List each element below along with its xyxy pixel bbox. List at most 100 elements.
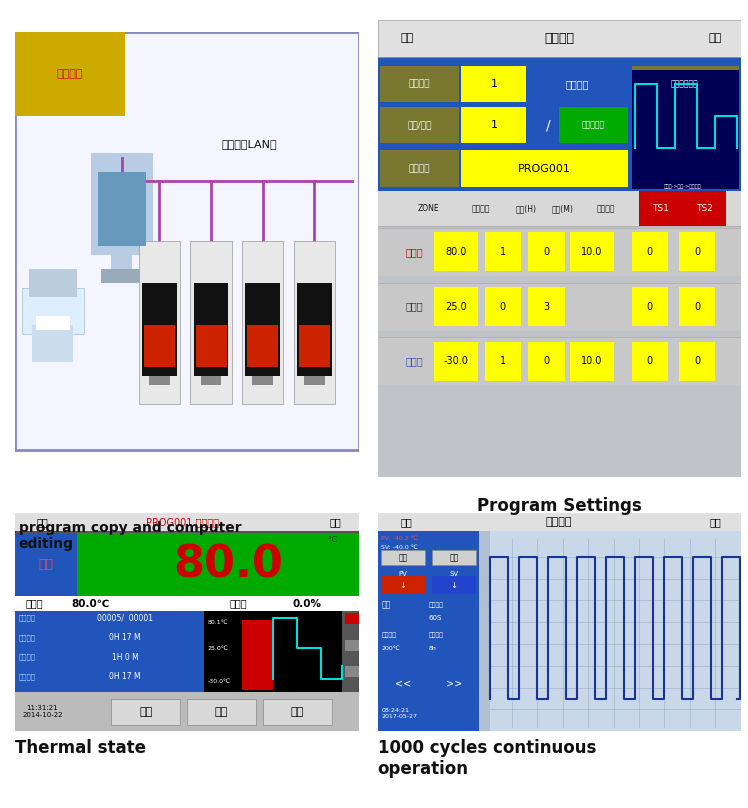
Text: 80.0: 80.0	[174, 544, 283, 587]
Bar	[299, 325, 330, 367]
Bar	[381, 550, 425, 566]
Bar	[15, 611, 204, 692]
Bar	[247, 325, 278, 367]
Text: 1000 cycles continuous
operation: 1000 cycles continuous operation	[378, 739, 596, 778]
Text: 曲线范围: 曲线范围	[381, 633, 396, 638]
Text: <<: <<	[395, 678, 411, 688]
Bar	[142, 284, 177, 377]
Bar	[378, 20, 741, 57]
Text: 运行时间: 运行时间	[19, 673, 35, 680]
Text: 程式模式选择: 程式模式选择	[670, 80, 698, 89]
Bar	[15, 596, 359, 611]
Bar	[485, 288, 521, 326]
Bar	[639, 191, 682, 225]
Text: 数据: 数据	[381, 600, 390, 609]
Bar	[378, 513, 741, 531]
Text: 200℃: 200℃	[381, 646, 400, 650]
Bar	[15, 32, 125, 116]
Bar	[15, 513, 359, 531]
Bar	[378, 338, 741, 385]
Bar	[631, 70, 739, 189]
Bar	[346, 613, 359, 625]
Text: 0: 0	[500, 301, 506, 312]
Bar	[191, 242, 232, 404]
Bar	[679, 342, 715, 381]
Bar	[559, 107, 628, 144]
Bar	[28, 269, 77, 297]
Text: 网络连接: 网络连接	[57, 69, 83, 79]
Text: 0: 0	[543, 247, 550, 257]
Bar	[346, 640, 359, 650]
Bar	[631, 66, 739, 103]
Bar	[682, 191, 726, 225]
Bar	[379, 66, 459, 103]
Bar	[15, 692, 359, 731]
Bar	[378, 57, 741, 194]
Bar	[381, 576, 425, 594]
Text: 80.0℃: 80.0℃	[72, 599, 110, 608]
Text: 切换: 切换	[709, 517, 721, 527]
Text: 高温室: 高温室	[405, 247, 423, 257]
Bar	[432, 550, 476, 566]
Text: 常温后停止: 常温后停止	[582, 120, 605, 130]
Bar	[432, 576, 476, 594]
Bar	[22, 288, 84, 335]
Text: 程式编号: 程式编号	[408, 80, 430, 89]
Text: SV: SV	[450, 571, 459, 577]
Bar	[111, 698, 180, 725]
Text: 1: 1	[491, 79, 497, 89]
Text: 显示: 显示	[38, 558, 53, 570]
Bar	[379, 107, 459, 144]
Bar	[434, 233, 477, 271]
Bar	[196, 325, 227, 367]
Text: 停止: 停止	[290, 707, 304, 717]
Text: 1: 1	[500, 247, 506, 257]
Text: PROG001: PROG001	[518, 163, 571, 174]
Text: 采样时间: 采样时间	[429, 602, 444, 608]
Bar	[32, 325, 73, 362]
Bar	[631, 233, 668, 271]
Bar	[378, 283, 741, 330]
Text: ℃: ℃	[327, 535, 336, 544]
Text: 循环周期: 循环周期	[19, 615, 35, 621]
Bar	[479, 531, 741, 731]
Text: 跳段: 跳段	[215, 707, 228, 717]
Text: 程式名称: 程式名称	[408, 164, 430, 173]
Text: Program Settings: Program Settings	[476, 497, 642, 515]
Text: 11:31:21
2014-10-22: 11:31:21 2014-10-22	[22, 705, 63, 718]
Bar	[679, 233, 715, 271]
Bar	[570, 342, 613, 381]
Bar	[379, 150, 459, 187]
Bar	[297, 284, 331, 377]
Text: 00005/  00001: 00005/ 00001	[97, 613, 153, 622]
Bar	[101, 269, 142, 283]
Bar	[378, 228, 741, 276]
Bar	[15, 532, 77, 596]
Bar	[434, 288, 477, 326]
Text: 80.0: 80.0	[445, 247, 467, 257]
Bar	[434, 342, 477, 381]
Bar	[139, 242, 180, 404]
Text: PROG001 热冲状态...: PROG001 热冲状态...	[146, 517, 228, 527]
Bar	[631, 288, 668, 326]
Text: 0: 0	[647, 247, 653, 257]
Text: -30.0℃: -30.0℃	[208, 679, 230, 684]
Bar	[204, 611, 342, 692]
Text: 目录: 目录	[400, 33, 414, 44]
Text: 0: 0	[694, 301, 700, 312]
Bar	[462, 150, 628, 187]
Text: 低温室: 低温室	[405, 356, 423, 367]
Text: 0H 17 M: 0H 17 M	[109, 672, 141, 681]
Text: 保持: 保持	[139, 707, 153, 717]
Text: 60S: 60S	[429, 615, 442, 621]
Bar	[485, 233, 521, 271]
Bar	[91, 154, 153, 255]
Bar	[485, 342, 521, 381]
Text: 0: 0	[647, 301, 653, 312]
Bar	[462, 66, 527, 103]
Text: PV: PV	[399, 571, 408, 577]
Bar	[378, 531, 479, 731]
Text: 时间(H): 时间(H)	[516, 204, 537, 213]
Text: >>: >>	[446, 678, 462, 688]
Text: TS2: TS2	[696, 204, 713, 213]
